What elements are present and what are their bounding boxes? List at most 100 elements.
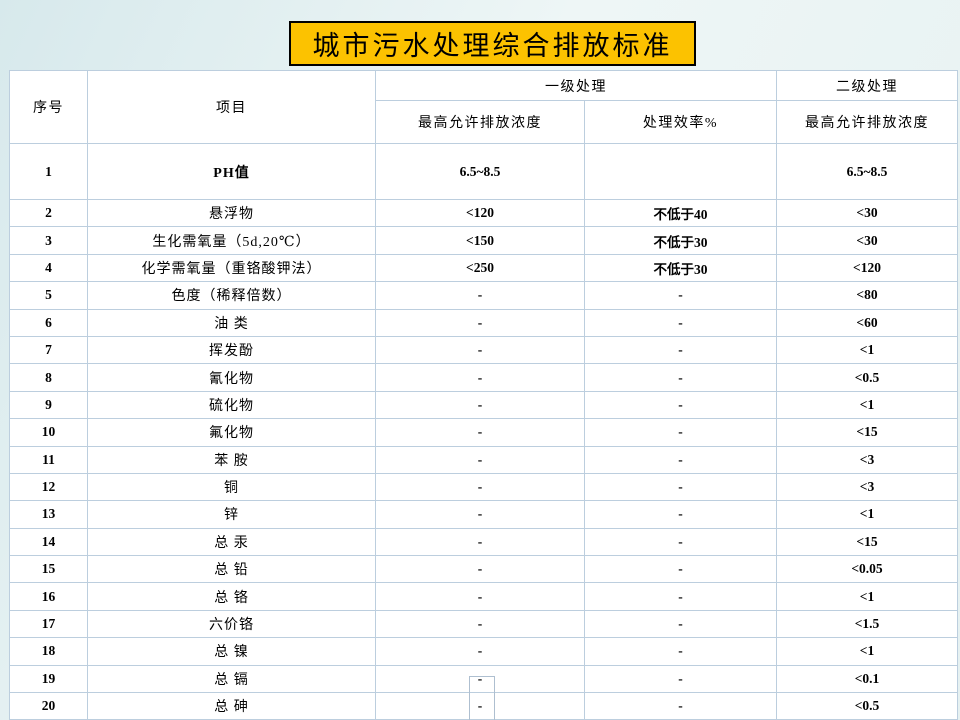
row-no: 17 — [9, 609, 88, 639]
table-row: 20 总 砷 - - <0.5 — [9, 692, 958, 720]
row-l1-conc: <250 — [375, 253, 585, 283]
table-row: 13 锌 - - <1 — [9, 500, 958, 529]
row-l2-conc: <1 — [776, 500, 958, 529]
page-title: 城市污水处理综合排放标准 — [289, 21, 696, 66]
row-l1-conc: - — [375, 637, 585, 666]
row-no: 19 — [9, 664, 88, 694]
row-no: 16 — [9, 582, 88, 611]
row-l2-conc: <3 — [776, 472, 958, 502]
row-item: 苯 胺 — [87, 445, 376, 474]
row-no: 8 — [9, 363, 88, 392]
discharge-standards-table: 序号 项目 一级处理 二级处理 最高允许排放浓度 处理效率% 最高允许排放浓度 … — [9, 70, 958, 720]
row-item: 六价铬 — [87, 609, 376, 639]
row-no: 4 — [9, 253, 88, 283]
row-l1-conc: - — [375, 527, 585, 557]
header-l2-concentration: 最高允许排放浓度 — [776, 100, 958, 144]
header-l1-concentration: 最高允许排放浓度 — [375, 100, 585, 144]
row-l2-conc: <0.5 — [776, 363, 958, 392]
row-l1-eff: - — [584, 500, 777, 529]
row-l2-conc: <0.5 — [776, 692, 958, 720]
row-l1-eff: - — [584, 582, 777, 611]
table-row: 8 氰化物 - - <0.5 — [9, 363, 958, 392]
row-l2-conc: 6.5~8.5 — [776, 143, 958, 200]
table-row: 1 PH值 6.5~8.5 6.5~8.5 — [9, 143, 958, 200]
row-no: 1 — [9, 143, 88, 200]
table-row: 5 色度（稀释倍数） - - <80 — [9, 281, 958, 310]
row-no: 6 — [9, 308, 88, 337]
row-l1-conc: <120 — [375, 198, 585, 228]
row-l2-conc: <3 — [776, 445, 958, 474]
row-l2-conc: <1 — [776, 335, 958, 365]
table-row: 11 苯 胺 - - <3 — [9, 445, 958, 474]
row-no: 10 — [9, 418, 88, 447]
row-l1-conc: <150 — [375, 226, 585, 255]
row-l1-conc: - — [375, 582, 585, 611]
row-l1-eff: - — [584, 664, 777, 694]
row-item: 色度（稀释倍数） — [87, 281, 376, 310]
row-item: 硫化物 — [87, 390, 376, 420]
row-item: 总 汞 — [87, 527, 376, 557]
table-row: 15 总 铅 - - <0.05 — [9, 555, 958, 584]
row-l1-conc: - — [375, 664, 585, 694]
row-no: 20 — [9, 692, 88, 720]
row-l1-conc: - — [375, 445, 585, 474]
table-row: 14 总 汞 - - <15 — [9, 527, 958, 557]
row-l1-eff: - — [584, 363, 777, 392]
row-no: 5 — [9, 281, 88, 310]
row-l1-eff: - — [584, 418, 777, 447]
row-l1-eff: - — [584, 308, 777, 337]
table-row: 12 铜 - - <3 — [9, 472, 958, 502]
row-l1-conc: - — [375, 390, 585, 420]
row-l1-eff: - — [584, 527, 777, 557]
table-row: 17 六价铬 - - <1.5 — [9, 609, 958, 639]
table-row: 6 油 类 - - <60 — [9, 308, 958, 337]
row-l1-conc: - — [375, 281, 585, 310]
row-no: 7 — [9, 335, 88, 365]
row-l1-conc: - — [375, 472, 585, 502]
row-no: 11 — [9, 445, 88, 474]
row-l2-conc: <1.5 — [776, 609, 958, 639]
row-l1-eff: - — [584, 445, 777, 474]
row-l1-eff: - — [584, 281, 777, 310]
row-item: 总 镉 — [87, 664, 376, 694]
row-no: 3 — [9, 226, 88, 255]
row-no: 9 — [9, 390, 88, 420]
table-row: 10 氟化物 - - <15 — [9, 418, 958, 447]
row-item: 氰化物 — [87, 363, 376, 392]
row-l1-conc: - — [375, 335, 585, 365]
row-item: 悬浮物 — [87, 198, 376, 228]
header-item: 项目 — [87, 70, 376, 144]
table-row: 2 悬浮物 <120 不低于40 <30 — [9, 198, 958, 228]
row-l2-conc: <30 — [776, 226, 958, 255]
row-l2-conc: <0.05 — [776, 555, 958, 584]
header-sub-row: 最高允许排放浓度 处理效率% 最高允许排放浓度 — [10, 100, 958, 144]
table-row: 18 总 镍 - - <1 — [9, 637, 958, 666]
header-l1-efficiency: 处理效率% — [584, 100, 777, 144]
row-l1-eff: - — [584, 390, 777, 420]
row-l1-eff: 不低于30 — [584, 253, 777, 283]
row-item: 总 镍 — [87, 637, 376, 666]
row-l2-conc: <120 — [776, 253, 958, 283]
row-l1-eff: - — [584, 637, 777, 666]
row-l2-conc: <15 — [776, 418, 958, 447]
row-l1-eff: - — [584, 609, 777, 639]
row-no: 15 — [9, 555, 88, 584]
row-item: 化学需氧量（重铬酸钾法） — [87, 253, 376, 283]
row-l1-eff: - — [584, 692, 777, 720]
header-group-row: 序号 项目 一级处理 二级处理 — [9, 70, 958, 144]
row-no: 18 — [9, 637, 88, 666]
row-item: 挥发酚 — [87, 335, 376, 365]
row-l1-conc: - — [375, 609, 585, 639]
row-item: 总 砷 — [87, 692, 376, 720]
table-row: 3 生化需氧量（5d,20℃） <150 不低于30 <30 — [9, 226, 958, 255]
row-l2-conc: <30 — [776, 198, 958, 228]
header-level1-group: 一级处理 — [375, 70, 777, 101]
row-l2-conc: <1 — [776, 390, 958, 420]
row-l2-conc: <80 — [776, 281, 958, 310]
row-l1-conc: - — [375, 555, 585, 584]
row-item: PH值 — [87, 143, 376, 200]
header-no: 序号 — [9, 70, 88, 144]
row-l2-conc: <0.1 — [776, 664, 958, 694]
row-l1-conc: - — [375, 363, 585, 392]
